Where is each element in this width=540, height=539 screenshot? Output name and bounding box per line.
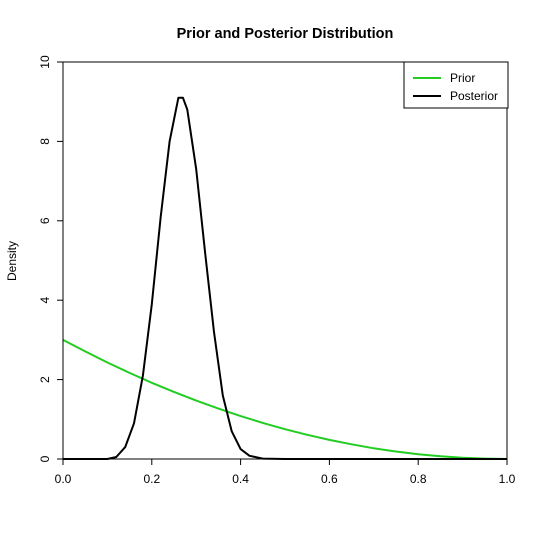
legend: Prior Posterior: [403, 61, 509, 109]
x-tick-label: 0.4: [232, 472, 249, 486]
y-tick-label: 2: [38, 376, 52, 383]
y-tick-label: 10: [38, 55, 52, 69]
legend-box: [403, 61, 509, 109]
y-axis-label: Density: [5, 241, 19, 281]
plot-area: 0.0 0.2 0.4 0.6 0.8 1.0 0 2 4 6 8 10: [38, 55, 516, 486]
x-tick-label: 0.6: [321, 472, 338, 486]
x-tick-label: 0.8: [410, 472, 427, 486]
plot-frame: [62, 61, 508, 460]
x-tick-label: 0.0: [55, 472, 72, 486]
chart-title: Prior and Posterior Distribution: [177, 26, 394, 42]
y-tick-label: 6: [38, 217, 52, 224]
x-tick-label: 0.2: [143, 472, 160, 486]
legend-label-prior: Prior: [450, 71, 475, 85]
y-tick-label: 4: [38, 297, 52, 304]
series-line-prior: [62, 339, 508, 460]
y-tick-label: 0: [38, 455, 52, 462]
x-tick-label: 1.0: [499, 472, 516, 486]
y-tick-label: 8: [38, 138, 52, 145]
series-line-posterior: [63, 96, 507, 460]
legend-label-posterior: Posterior: [450, 89, 498, 103]
